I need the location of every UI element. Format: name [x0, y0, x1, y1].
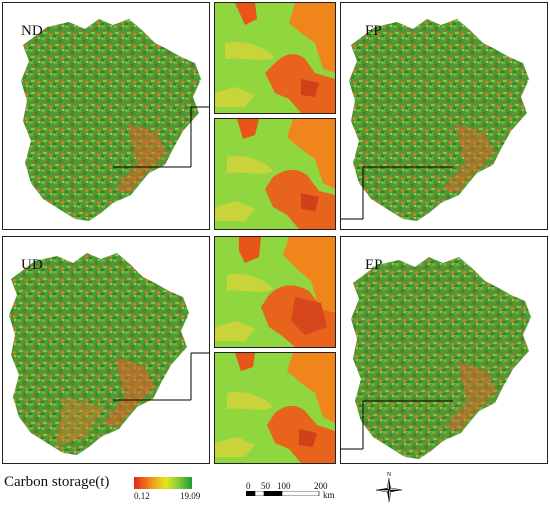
legend-min-label: 0.12 — [134, 491, 150, 501]
scenario-label: FP — [365, 23, 382, 39]
zoom-inset-fp — [214, 118, 336, 230]
province-map — [21, 19, 209, 221]
scenario-label: UD — [21, 257, 43, 273]
map-panel-fp: FP — [340, 2, 548, 230]
zoom-map — [215, 237, 335, 347]
zoom-map — [215, 119, 335, 229]
scale-unit: km — [323, 490, 335, 500]
scale-tick-label: 100 — [277, 481, 291, 491]
province-map — [341, 257, 531, 459]
legend-title: Carbon storage(t) — [4, 474, 110, 490]
scale-tick-label: 200 — [314, 481, 328, 491]
scenario-label: EP — [365, 257, 383, 273]
map-panel-ep: EP — [340, 236, 548, 464]
scale-tick-label: 0 — [246, 481, 251, 491]
legend-color-ramp — [134, 477, 192, 489]
province-map — [9, 253, 209, 455]
scenario-label: ND — [21, 23, 43, 39]
zoom-map — [215, 3, 335, 113]
north-label: N — [387, 472, 392, 478]
zoom-map — [215, 353, 335, 463]
scale-tick-label: 50 — [261, 481, 270, 491]
zoom-inset-ud — [214, 236, 336, 348]
map-panel-ud: UD — [2, 236, 210, 464]
scale-bar — [246, 491, 320, 496]
zoom-inset-nd — [214, 2, 336, 114]
map-panel-nd: ND — [2, 2, 210, 230]
legend-max-label: 19.09 — [180, 491, 201, 501]
north-arrow-icon: N — [375, 472, 403, 503]
zoom-inset-ep — [214, 352, 336, 464]
province-map — [341, 19, 529, 221]
